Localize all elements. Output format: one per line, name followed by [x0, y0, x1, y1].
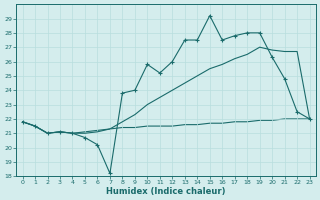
- X-axis label: Humidex (Indice chaleur): Humidex (Indice chaleur): [106, 187, 226, 196]
